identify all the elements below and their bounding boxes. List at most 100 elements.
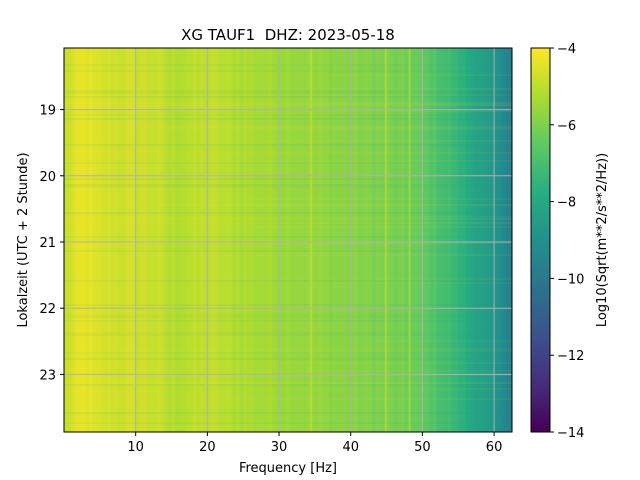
heatmap-cell bbox=[411, 48, 416, 432]
heatmap-row-variation bbox=[64, 314, 512, 316]
heatmap-row-variation bbox=[64, 212, 512, 214]
heatmap-cell bbox=[139, 48, 144, 432]
heatmap-cell bbox=[497, 48, 502, 432]
heatmap-row-variation bbox=[64, 110, 512, 112]
heatmap-cell bbox=[501, 48, 506, 432]
heatmap-row-variation bbox=[64, 152, 512, 154]
heatmap-cell bbox=[404, 48, 409, 432]
y-axis-label: Lokalzeit (UTC + 2 Stunde) bbox=[16, 152, 31, 327]
heatmap-row-variation bbox=[64, 90, 512, 92]
heatmap-row-variation bbox=[64, 282, 512, 284]
heatmap-cell bbox=[128, 48, 133, 432]
heatmap-row-variation bbox=[64, 384, 512, 386]
heatmap-cell bbox=[64, 48, 68, 432]
heatmap-row-variation bbox=[64, 250, 512, 252]
heatmap-cell bbox=[221, 48, 226, 432]
heatmap-cell bbox=[268, 48, 273, 432]
heatmap-row-variation bbox=[64, 128, 512, 130]
colorbar-label: Log10(Sqrt(m**2/s**2/Hz)) bbox=[595, 153, 610, 327]
heatmap-cell bbox=[171, 48, 176, 432]
heatmap-row-variation bbox=[64, 304, 512, 306]
heatmap-cell bbox=[193, 48, 197, 432]
x-tick-label: 20 bbox=[199, 440, 216, 455]
heatmap-cell bbox=[372, 48, 377, 432]
heatmap-cell bbox=[379, 48, 384, 432]
heatmap-cell bbox=[210, 48, 215, 432]
heatmap-cell bbox=[422, 48, 427, 432]
heatmap-cell bbox=[257, 48, 262, 432]
heatmap-cell bbox=[228, 48, 233, 432]
heatmap-row-variation bbox=[64, 160, 512, 162]
x-tick-label: 60 bbox=[486, 440, 503, 455]
heatmap-cell bbox=[397, 48, 402, 432]
heatmap-row-variation bbox=[64, 320, 512, 322]
heatmap-cell bbox=[365, 48, 370, 432]
heatmap-row-variation bbox=[64, 144, 512, 146]
spectral-lines bbox=[310, 48, 411, 432]
heatmap-row-variation bbox=[64, 242, 512, 244]
heatmap-row-variation bbox=[64, 126, 512, 128]
heatmap-row-variation bbox=[64, 358, 512, 360]
heatmap-cell bbox=[289, 48, 294, 432]
heatmap-cell bbox=[78, 48, 83, 432]
x-tick-label: 40 bbox=[342, 440, 359, 455]
heatmap-cell bbox=[81, 48, 86, 432]
heatmap-cell bbox=[225, 48, 230, 432]
heatmap-cell bbox=[74, 48, 79, 432]
y-tick-label: 23 bbox=[39, 368, 56, 383]
colorbar: −4 −6 −8 −10 −12 −14 Log10(Sqrt(m**2/s**2/Hz)… bbox=[530, 42, 610, 441]
heatmap-row-variation bbox=[64, 184, 512, 186]
heatmap-cell bbox=[418, 48, 423, 432]
heatmap-row-variation bbox=[64, 348, 512, 350]
heatmap-cell bbox=[336, 48, 341, 432]
y-tick-label: 21 bbox=[39, 236, 56, 251]
heatmap-row-variation bbox=[64, 412, 512, 414]
heatmap-row-variation bbox=[64, 64, 512, 66]
heatmap-row-variation bbox=[64, 332, 512, 334]
x-tick-label: 30 bbox=[271, 440, 288, 455]
heatmap-cell bbox=[250, 48, 255, 432]
x-axis-ticks: 10 20 30 40 50 60 bbox=[127, 432, 502, 455]
heatmap-cell bbox=[307, 48, 312, 432]
heatmap-cell bbox=[325, 48, 330, 432]
heatmap-row-variation bbox=[64, 74, 512, 76]
heatmap-cell bbox=[185, 48, 190, 432]
y-axis-ticks: 19 20 21 22 23 bbox=[39, 104, 64, 383]
heatmap-row-variation bbox=[64, 178, 512, 180]
heatmap-row-variation bbox=[64, 186, 512, 188]
heatmap-cell bbox=[465, 48, 470, 432]
heatmap-row-variation bbox=[64, 254, 512, 256]
heatmap-row-variation bbox=[64, 94, 512, 96]
heatmap-cell bbox=[261, 48, 266, 432]
heatmap-cell bbox=[425, 48, 430, 432]
heatmap-cell bbox=[476, 48, 481, 432]
heatmap-cell bbox=[85, 48, 90, 432]
heatmap-cell bbox=[361, 48, 366, 432]
heatmap-row-variation bbox=[64, 382, 512, 384]
heatmap-cell bbox=[182, 48, 187, 432]
heatmap-cell bbox=[429, 48, 434, 432]
heatmap-cell bbox=[160, 48, 165, 432]
heatmap-cell bbox=[386, 48, 391, 432]
heatmap-cell bbox=[354, 48, 359, 432]
heatmap-cell bbox=[393, 48, 398, 432]
heatmap-row-variation bbox=[64, 102, 512, 104]
heatmap-cell bbox=[232, 48, 237, 432]
heatmap-row-variation bbox=[64, 388, 512, 390]
heatmap-cell bbox=[357, 48, 362, 432]
colorbar-tick-label: −6 bbox=[557, 119, 576, 134]
heatmap-cell bbox=[214, 48, 219, 432]
plot-frame bbox=[63, 47, 513, 433]
heatmap-cell bbox=[142, 48, 147, 432]
heatmap-cell bbox=[486, 48, 491, 432]
heatmap-cell bbox=[390, 48, 395, 432]
heatmap-cell bbox=[479, 48, 484, 432]
heatmap-row-variation bbox=[64, 236, 512, 238]
heatmap-row-variation bbox=[64, 316, 512, 318]
heatmap-row-variation bbox=[64, 374, 512, 376]
heatmap-cell bbox=[253, 48, 258, 432]
heatmap-cell bbox=[332, 48, 337, 432]
heatmap-cell bbox=[103, 48, 108, 432]
heatmap-cell bbox=[218, 48, 223, 432]
